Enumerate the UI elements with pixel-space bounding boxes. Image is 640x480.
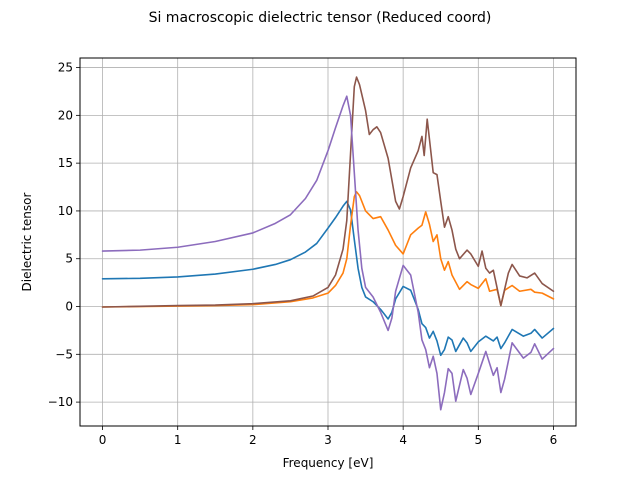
x-tick-label: 5 xyxy=(474,433,482,447)
y-tick-label: 25 xyxy=(58,61,73,75)
series-layer xyxy=(101,76,555,411)
x-tick-label: 3 xyxy=(324,433,332,447)
series-line-4 xyxy=(101,95,555,411)
x-tick-label: 2 xyxy=(249,433,257,447)
x-tick-label: 6 xyxy=(550,433,558,447)
series-line-3 xyxy=(101,76,555,308)
x-axis-label: Frequency [eV] xyxy=(283,456,374,470)
y-tick-label: 0 xyxy=(65,300,73,314)
x-tick-label: 4 xyxy=(399,433,407,447)
x-tick-label: 1 xyxy=(174,433,182,447)
y-tick-label: 15 xyxy=(58,156,73,170)
grid xyxy=(80,58,576,426)
y-tick-label: 5 xyxy=(65,252,73,266)
y-tick-label: −10 xyxy=(48,395,73,409)
x-tick-label: 0 xyxy=(99,433,107,447)
y-tick-label: −5 xyxy=(55,347,73,361)
ticks: 0 1 2 3 4 5 6 −10 −5 0 5 10 15 20 25 xyxy=(48,61,558,447)
chart-title: Si macroscopic dielectric tensor (Reduce… xyxy=(149,10,492,26)
y-axis-label: Dielectric tensor xyxy=(20,193,34,292)
y-tick-label: 10 xyxy=(58,204,73,218)
y-tick-label: 20 xyxy=(58,108,73,122)
